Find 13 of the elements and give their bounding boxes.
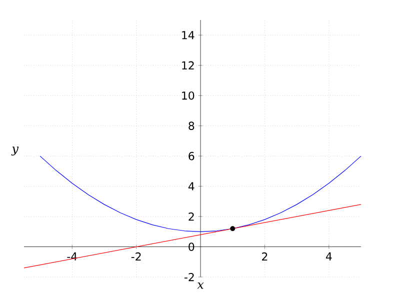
y-axis-title: y (11, 146, 19, 156)
y-tick-label: 4 (188, 182, 194, 190)
x-tick-label: 4 (326, 252, 332, 260)
y-tick-label: 8 (188, 122, 194, 130)
y-tick-label: 2 (188, 212, 194, 221)
x-tick-label: -2 (131, 252, 141, 261)
y-tick-label: -2 (184, 272, 194, 282)
y-tick-label: 14 (182, 31, 194, 40)
x-axis-title: x (197, 282, 204, 289)
y-tick-label: 6 (188, 152, 194, 160)
y-tick-label: 12 (182, 61, 194, 70)
y-tick-label: 10 (182, 91, 194, 100)
x-tick-label: 2 (262, 252, 268, 261)
